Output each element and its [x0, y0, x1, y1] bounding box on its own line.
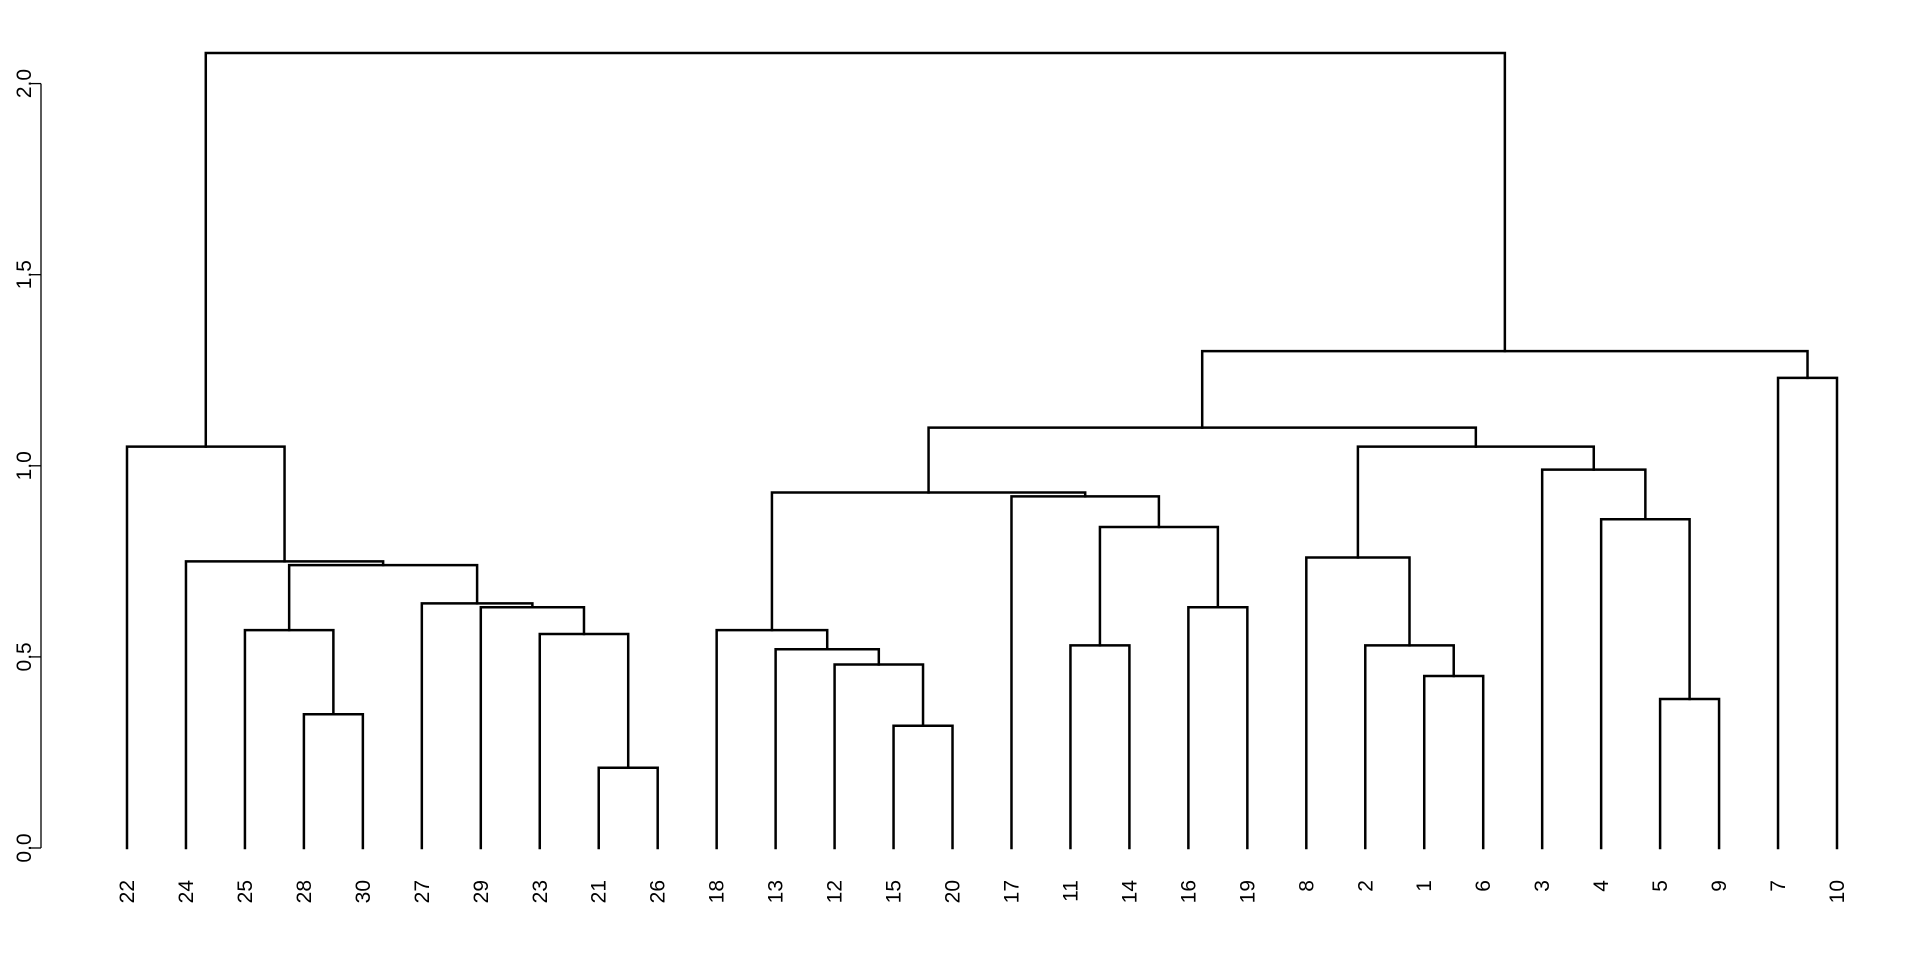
- merge-branch: [1599, 518, 1691, 850]
- leaf-label: 28: [293, 880, 316, 903]
- leaf-label: 24: [175, 880, 198, 904]
- merge-branch: [927, 426, 1478, 494]
- merge-branch: [1540, 468, 1647, 850]
- y-tick-label: 1.5: [13, 260, 36, 289]
- leaf-label: 14: [1118, 880, 1141, 904]
- y-tick-label: 1.0: [13, 451, 36, 480]
- leaf-label: 7: [1767, 880, 1790, 892]
- y-tick-label: 0.0: [13, 833, 36, 862]
- leaf-label: 2: [1354, 880, 1377, 892]
- merge-branch: [1422, 674, 1485, 850]
- leaf-label: 9: [1708, 880, 1731, 892]
- leaf-label: 13: [765, 880, 788, 903]
- merge-branch: [1776, 376, 1839, 850]
- leaf-label: 4: [1590, 880, 1613, 892]
- leaf-label: 19: [1236, 880, 1259, 903]
- merge-branch: [1356, 445, 1596, 559]
- leaf-label: 27: [411, 880, 434, 903]
- merge-branch: [1658, 697, 1721, 850]
- leaf-label: 21: [588, 880, 611, 903]
- merge-branch: [597, 766, 659, 850]
- leaf-label: 8: [1295, 880, 1318, 892]
- leaf-label: 3: [1531, 880, 1554, 892]
- merge-branch: [287, 563, 479, 632]
- merge-branch: [1010, 495, 1161, 850]
- merge-branch: [184, 560, 385, 850]
- merge-branch: [774, 648, 881, 850]
- merge-branch: [479, 605, 586, 850]
- leaf-label: 22: [116, 880, 139, 903]
- leaf-label: 18: [706, 880, 729, 903]
- leaf-label: 11: [1059, 880, 1082, 902]
- leaf-label: 15: [883, 880, 906, 903]
- leaf-labels: 22 24 25 28 30 27 29 23 21 26 18 13 12 15 20 17 11 14 16 19…: [116, 880, 1849, 904]
- merge-branch: [125, 445, 286, 850]
- dendrogram-branches: [125, 51, 1839, 850]
- leaf-label: 29: [470, 880, 493, 903]
- merge-branch: [204, 51, 1507, 448]
- leaf-label: 6: [1472, 880, 1495, 892]
- merge-branch: [833, 663, 925, 850]
- leaf-label: 17: [1000, 880, 1023, 903]
- y-axis: 0.0 0.5 1.0 1.5 2.0: [13, 69, 42, 863]
- merge-branch: [1305, 556, 1411, 850]
- merge-branch: [1098, 525, 1220, 647]
- leaf-label: 30: [352, 880, 375, 903]
- leaf-label: 10: [1826, 880, 1849, 903]
- merge-branch: [1187, 605, 1249, 850]
- merge-branch: [715, 628, 829, 850]
- leaf-label: 12: [824, 880, 847, 903]
- merge-branch: [892, 724, 954, 850]
- leaf-label: 1: [1413, 880, 1436, 892]
- y-tick-label: 0.5: [13, 642, 36, 671]
- merge-branch: [1069, 644, 1131, 850]
- merge-branch: [302, 712, 365, 850]
- y-tick-label: 2.0: [13, 69, 36, 98]
- merge-branch: [243, 628, 335, 850]
- leaf-label: 26: [647, 880, 670, 903]
- leaf-label: 16: [1177, 880, 1200, 903]
- leaf-label: 20: [942, 880, 965, 903]
- merge-branch: [420, 602, 534, 850]
- leaf-label: 25: [234, 880, 257, 903]
- merge-branch: [1200, 349, 1809, 429]
- leaf-label: 5: [1649, 880, 1672, 892]
- leaf-label: 23: [529, 880, 552, 903]
- merge-branch: [538, 632, 630, 850]
- merge-branch: [770, 491, 1087, 632]
